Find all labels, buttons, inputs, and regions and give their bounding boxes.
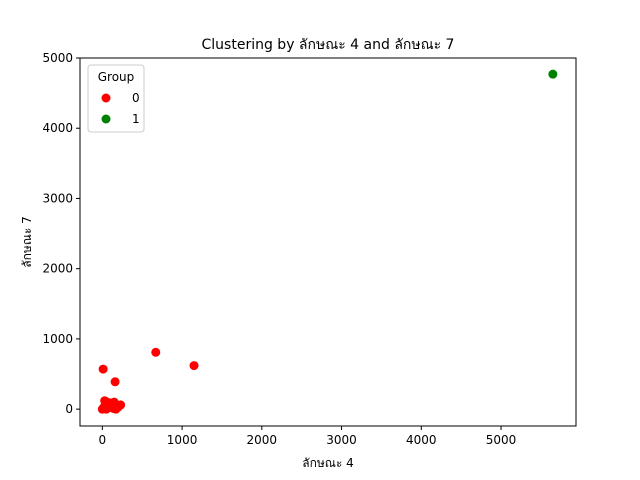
point-group-0-16 bbox=[98, 364, 108, 374]
point-group-0-19 bbox=[189, 361, 199, 371]
y-axis: 0 1000 2000 3000 4000 5000 bbox=[42, 51, 80, 416]
point-group-0-18 bbox=[151, 347, 161, 357]
legend-title: Group bbox=[98, 70, 135, 84]
x-axis: 0 1000 2000 3000 4000 5000 bbox=[99, 426, 517, 447]
y-tick-label: 1000 bbox=[42, 332, 73, 346]
legend-marker-0 bbox=[101, 93, 111, 103]
x-axis-label: ลักษณะ 4 bbox=[302, 456, 354, 470]
point-group-0-17 bbox=[110, 377, 120, 387]
x-tick-label: 0 bbox=[99, 433, 107, 447]
x-tick-label: 2000 bbox=[247, 433, 278, 447]
plot-area bbox=[97, 69, 558, 414]
y-tick-label: 2000 bbox=[42, 262, 73, 276]
chart-title: Clustering by ลักษณะ 4 and ลักษณะ 7 bbox=[202, 37, 455, 53]
x-tick-label: 3000 bbox=[326, 433, 357, 447]
x-tick-label: 5000 bbox=[486, 433, 517, 447]
y-axis-label: ลักษณะ 7 bbox=[20, 216, 34, 268]
legend-box bbox=[87, 64, 145, 133]
legend-label-0: 0 bbox=[132, 91, 140, 105]
point-group-0-15 bbox=[116, 400, 126, 410]
y-tick-label: 4000 bbox=[42, 121, 73, 135]
legend: Group 0 1 bbox=[87, 64, 145, 133]
legend-marker-1 bbox=[101, 114, 111, 124]
y-tick-label: 3000 bbox=[42, 191, 73, 205]
y-tick-label: 0 bbox=[65, 402, 73, 416]
x-tick-label: 4000 bbox=[406, 433, 437, 447]
legend-label-1: 1 bbox=[132, 112, 140, 126]
plot-frame bbox=[79, 57, 577, 427]
point-group-1-0 bbox=[548, 69, 558, 79]
x-tick-label: 1000 bbox=[167, 433, 198, 447]
y-tick-label: 5000 bbox=[42, 51, 73, 65]
